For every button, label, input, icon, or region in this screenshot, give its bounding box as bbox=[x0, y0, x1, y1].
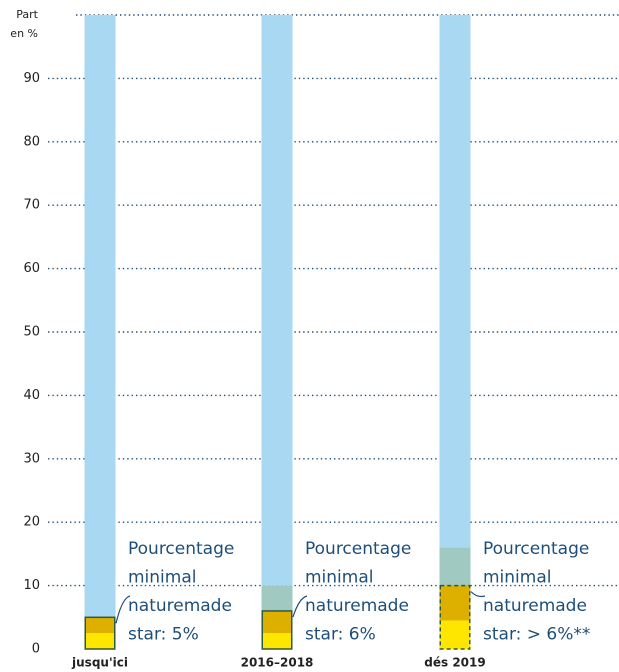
bar-segment bbox=[261, 633, 293, 649]
bar-segment bbox=[84, 15, 116, 618]
bar-segment bbox=[261, 585, 293, 611]
annotation: minimal bbox=[483, 568, 551, 588]
y-tick-label: 0 bbox=[32, 642, 40, 657]
annotation: naturemade bbox=[128, 596, 232, 616]
y-tick-label: 10 bbox=[23, 578, 40, 593]
annotation: star: > 6%** bbox=[483, 625, 590, 645]
x-tick-label: 2016–2018 bbox=[241, 656, 314, 670]
bar-segment bbox=[439, 585, 471, 621]
annotation: naturemade bbox=[483, 596, 587, 616]
annotation: minimal bbox=[128, 568, 196, 588]
y-tick-label: 70 bbox=[23, 198, 40, 213]
bar-segment bbox=[261, 610, 293, 634]
y-tick-label: 80 bbox=[23, 134, 40, 149]
y-tick-label: 60 bbox=[23, 261, 40, 276]
annotation: Pourcentage bbox=[128, 539, 234, 559]
annotation: minimal bbox=[305, 568, 373, 588]
bar-outline bbox=[84, 616, 116, 650]
y-axis-label: en % bbox=[10, 27, 38, 40]
bar-outline bbox=[439, 584, 471, 650]
y-axis-label: Part bbox=[16, 8, 38, 21]
x-tick-label: jusqu'ici bbox=[71, 656, 128, 670]
y-tick-label: 20 bbox=[23, 515, 40, 530]
annotation-connector bbox=[470, 591, 486, 598]
y-tick-label: 40 bbox=[23, 388, 40, 403]
y-tick-label: 90 bbox=[23, 71, 40, 86]
annotation: star: 5% bbox=[128, 625, 199, 645]
annotation: Pourcentage bbox=[305, 539, 411, 559]
y-tick-label: 50 bbox=[23, 325, 40, 340]
bar-segment bbox=[84, 633, 116, 649]
annotation: Pourcentage bbox=[483, 539, 589, 559]
y-tick-label: 30 bbox=[23, 451, 40, 466]
bar-segment bbox=[439, 547, 471, 586]
annotation: star: 6% bbox=[305, 625, 376, 645]
bar-segment bbox=[84, 617, 116, 634]
bar-segment bbox=[439, 620, 471, 649]
bar-outline bbox=[261, 610, 293, 650]
bar-segment bbox=[439, 15, 471, 548]
annotation-connector bbox=[292, 595, 308, 618]
bar-segment bbox=[261, 15, 293, 586]
annotation: naturemade bbox=[305, 596, 409, 616]
annotation-connector bbox=[115, 595, 131, 624]
x-tick-label: dés 2019 bbox=[424, 656, 485, 670]
